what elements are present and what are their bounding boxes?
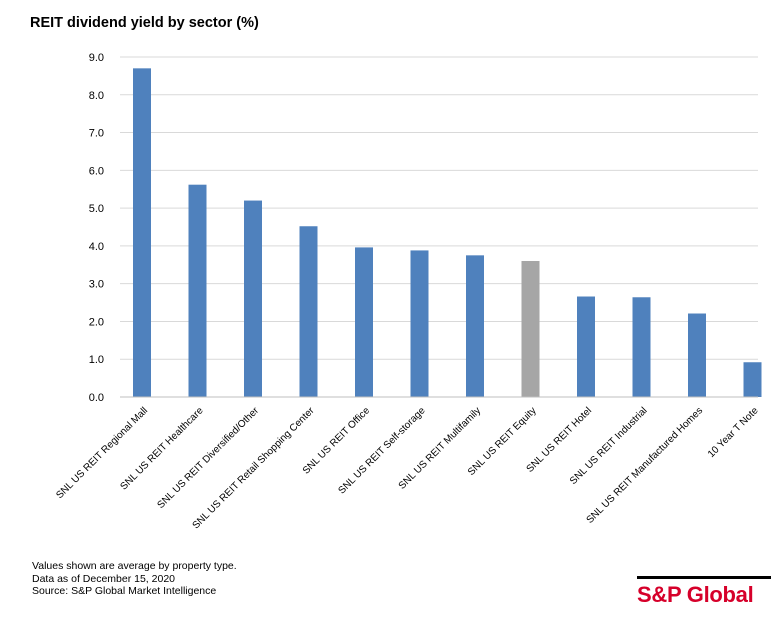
- footnote-source: Source: S&P Global Market Intelligence: [32, 585, 217, 597]
- bar: [743, 362, 762, 397]
- logo-text: S&P Global: [637, 582, 754, 607]
- bar: [521, 261, 540, 397]
- x-tick-label: 10 Year T Note: [706, 405, 761, 460]
- x-tick-label: SNL US REIT Regional Mall: [54, 405, 150, 501]
- y-tick-label: 0.0: [89, 392, 104, 404]
- chart-title: REIT dividend yield by sector (%): [30, 15, 259, 31]
- x-tick-label: SNL US REIT Diversified/Other: [155, 405, 261, 511]
- logo-rule: [637, 576, 771, 579]
- x-tick-label: SNL US REIT Manufactured Homes: [585, 405, 706, 526]
- y-tick-label: 2.0: [89, 316, 104, 328]
- bar: [299, 226, 318, 397]
- footnotes: Values shown are average by property typ…: [32, 560, 237, 598]
- bars: [133, 68, 762, 397]
- bar: [577, 296, 595, 397]
- y-tick-label: 3.0: [89, 279, 104, 291]
- bar: [188, 184, 207, 397]
- gridlines: [120, 56, 758, 360]
- bar-chart: 0.0 1.0 2.0 3.0 4.0 5.0 6.0 7.0 8.0 9.0 SNL US RE…: [54, 52, 762, 532]
- bar: [466, 255, 484, 397]
- bar: [632, 297, 651, 397]
- y-tick-label: 4.0: [89, 241, 104, 253]
- x-tick-label: SNL US REIT Retail Shopping Center: [191, 405, 318, 532]
- footnote-date: Data as of December 15, 2020: [32, 572, 176, 585]
- sp-global-logo: S&P Global: [637, 576, 771, 608]
- y-tick-label: 5.0: [89, 203, 104, 215]
- y-tick-label: 9.0: [89, 52, 104, 64]
- y-axis-ticks: 0.0 1.0 2.0 3.0 4.0 5.0 6.0 7.0 8.0 9.0: [89, 52, 104, 404]
- bar: [688, 313, 706, 397]
- bar: [410, 250, 429, 397]
- footnote-averages: Values shown are average by property typ…: [32, 560, 237, 572]
- bar: [133, 68, 151, 397]
- y-tick-label: 7.0: [89, 128, 104, 140]
- y-tick-label: 6.0: [89, 165, 104, 177]
- bar: [244, 200, 262, 397]
- y-tick-label: 8.0: [89, 90, 104, 102]
- bar: [355, 247, 373, 397]
- y-tick-label: 1.0: [89, 354, 104, 366]
